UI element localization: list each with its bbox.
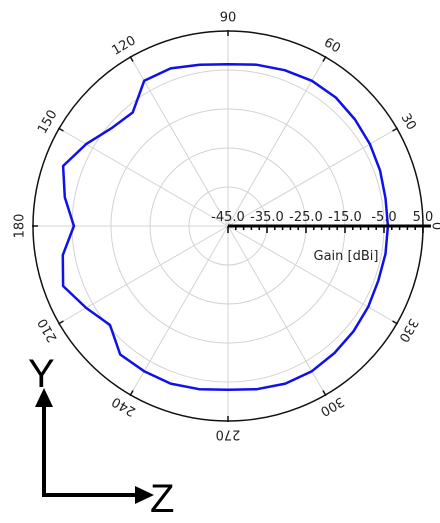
radial-axis-title: Gain [dBi] <box>314 249 379 264</box>
z-axis-arrowhead <box>135 486 154 504</box>
grid-spoke <box>130 56 229 227</box>
radial-tick-label: 5.0 <box>413 210 434 225</box>
y-axis-arrowhead <box>35 388 53 407</box>
angle-tick-label: 180 <box>13 214 28 239</box>
grid-spoke <box>227 128 398 227</box>
grid-spoke <box>130 225 229 396</box>
outer-tick <box>129 55 134 62</box>
grid-spoke <box>58 128 229 227</box>
radial-tick-label: -35.0 <box>250 210 284 225</box>
radial-axis: -45.0 -35.0 -25.0 -15.0 -5.0 5.0 <box>211 210 433 233</box>
grid-spoke <box>227 225 398 324</box>
grid-spoke <box>227 56 326 227</box>
angle-tick-label: 270 <box>216 427 241 442</box>
grid-spoke <box>58 225 229 324</box>
series-layer <box>61 62 390 392</box>
y-axis-label: Y <box>28 352 55 396</box>
outer-tick <box>57 320 64 325</box>
outer-tick <box>392 127 399 132</box>
outer-tick <box>322 390 327 397</box>
angle-tick-label: 0 <box>429 222 440 230</box>
outer-tick <box>129 390 134 397</box>
grid-spoke <box>227 225 326 396</box>
outer-tick <box>322 55 327 62</box>
radial-tick-label: -5.0 <box>371 210 396 225</box>
z-axis-label: Z <box>150 477 174 521</box>
radial-tick-label: -15.0 <box>328 210 362 225</box>
angle-tick-label: 30 <box>398 111 419 133</box>
gain-series-line <box>61 62 390 392</box>
radial-tick-label: -25.0 <box>289 210 323 225</box>
angle-tick-label: 60 <box>321 35 343 56</box>
angle-tick-label: 90 <box>220 11 237 26</box>
outer-tick <box>57 127 64 132</box>
outer-tick <box>392 320 399 325</box>
coordinate-axes-indicator: Y Z <box>28 352 174 521</box>
radial-tick-label: -45.0 <box>211 210 245 225</box>
